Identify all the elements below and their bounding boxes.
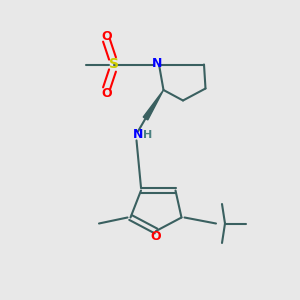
Text: O: O bbox=[101, 29, 112, 43]
Text: H: H bbox=[143, 130, 152, 140]
Text: O: O bbox=[151, 230, 161, 243]
Text: N: N bbox=[152, 56, 162, 70]
Text: S: S bbox=[109, 58, 119, 71]
Text: N: N bbox=[133, 128, 143, 142]
Polygon shape bbox=[143, 90, 164, 120]
Text: O: O bbox=[101, 86, 112, 100]
